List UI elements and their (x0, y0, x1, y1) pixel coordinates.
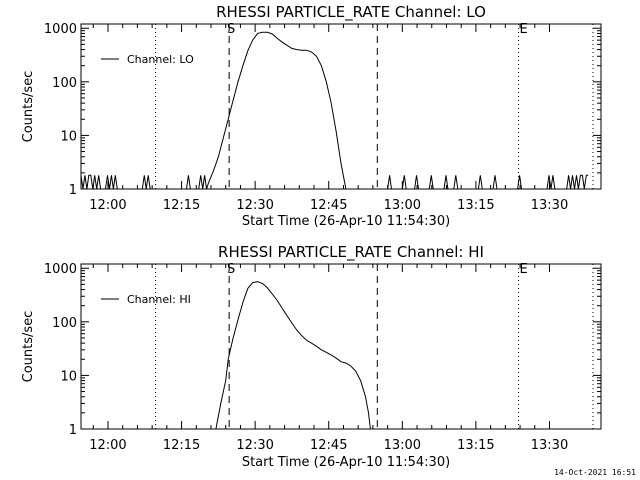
series-line-channel-hi (215, 281, 371, 430)
x-tick-label: 12:30 (236, 438, 273, 453)
legend-label: Channel: LO (127, 53, 194, 66)
legend-label: Channel: HI (127, 293, 191, 306)
series-line-channel-lo (80, 31, 589, 190)
generation-timestamp: 14-Oct-2021 16:51 (554, 468, 636, 477)
y-axis-label: Counts/sec (21, 71, 36, 143)
end-marker-label: E (519, 22, 527, 37)
panel-hi: RHESSI PARTICLE_RATE Channel: HI 1 10 100 10… (21, 243, 602, 470)
x-tick-label: 13:00 (384, 198, 421, 213)
x-tick-label: 12:00 (89, 438, 126, 453)
chart-title: RHESSI PARTICLE_RATE Channel: HI (218, 243, 484, 262)
plot-frame (80, 23, 602, 190)
x-tick-label: 12:15 (163, 198, 200, 213)
x-tick-label: 12:45 (310, 438, 347, 453)
x-tick-label: 12:30 (236, 198, 273, 213)
end-marker-label: E (519, 262, 527, 277)
x-tick-label: 12:00 (89, 198, 126, 213)
y-tick-label: 10 (60, 129, 77, 144)
x-tick-label: 13:15 (457, 198, 494, 213)
x-tick-label: 12:15 (163, 438, 200, 453)
y-tick-label: 100 (52, 316, 77, 331)
x-axis-label: Start Time (26-Apr-10 11:54:30) (242, 455, 450, 470)
x-axis-label: Start Time (26-Apr-10 11:54:30) (242, 214, 450, 229)
x-tick-label: 12:45 (310, 198, 347, 213)
y-tick-label: 100 (52, 76, 77, 91)
y-tick-label: 1 (69, 423, 77, 438)
chart-title: RHESSI PARTICLE_RATE Channel: LO (216, 3, 486, 22)
x-tick-label: 13:15 (457, 438, 494, 453)
y-tick-label: 1000 (44, 262, 77, 277)
y-tick-label: 10 (60, 369, 77, 384)
x-tick-label: 13:00 (384, 438, 421, 453)
plot-frame (80, 263, 602, 430)
y-tick-label: 1000 (44, 22, 77, 37)
x-tick-label: 13:30 (531, 198, 568, 213)
panel-lo: RHESSI PARTICLE_RATE Channel: LO 1 10 100 10… (21, 3, 602, 229)
start-marker-label: S (227, 22, 235, 37)
start-marker-label: S (227, 262, 235, 277)
y-axis-label: Counts/sec (21, 311, 36, 383)
y-tick-label: 1 (69, 183, 77, 198)
x-tick-label: 13:30 (531, 438, 568, 453)
